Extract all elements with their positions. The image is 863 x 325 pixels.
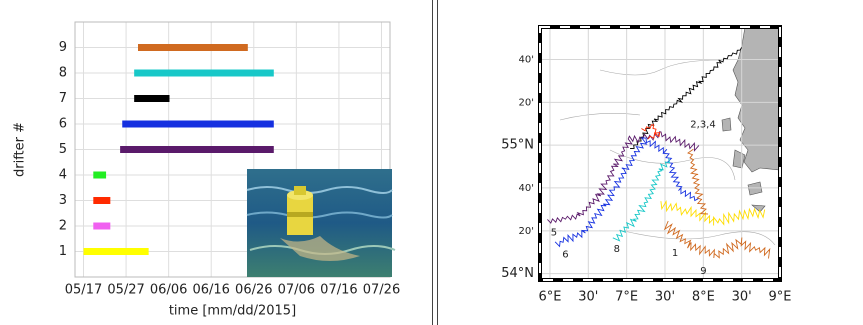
bar bbox=[93, 171, 107, 179]
track-label: 1 bbox=[672, 248, 678, 259]
y-tick-label: 40' bbox=[519, 183, 534, 194]
x-tick-label: 07/16 bbox=[320, 283, 357, 298]
x-axis-label: time [mm/dd/2015] bbox=[169, 304, 296, 319]
y-tick-label: 3 bbox=[59, 193, 67, 208]
land bbox=[732, 26, 781, 173]
x-tick-label: 7°E bbox=[615, 290, 638, 305]
y-tick-label: 40' bbox=[519, 54, 534, 65]
bar bbox=[120, 146, 274, 153]
y-tick-label: 2 bbox=[59, 219, 67, 234]
drifter-track bbox=[687, 148, 709, 215]
plot-frame bbox=[74, 21, 391, 278]
y-tick-label: 9 bbox=[59, 40, 67, 55]
x-tick-label: 30' bbox=[655, 290, 675, 305]
x-tick-label: 06/06 bbox=[150, 283, 187, 298]
y-tick-label: 7 bbox=[59, 91, 67, 106]
x-tick-label: 05/17 bbox=[65, 283, 102, 298]
track-label: 8 bbox=[614, 244, 620, 255]
drifter-track bbox=[663, 220, 771, 259]
y-tick-label: 8 bbox=[59, 66, 67, 81]
x-tick-label: 30' bbox=[578, 290, 598, 305]
x-tick-label: 07/06 bbox=[278, 283, 315, 298]
bar bbox=[122, 120, 274, 128]
bar bbox=[134, 69, 274, 77]
y-tick-label: 5 bbox=[59, 142, 67, 157]
track-label: 6 bbox=[562, 249, 568, 260]
track-label: 2,3,4 bbox=[690, 120, 715, 131]
x-tick-label: 06/16 bbox=[192, 283, 229, 298]
bar bbox=[134, 95, 170, 102]
y-tick-label: 54°N bbox=[501, 266, 534, 281]
track-label: 5 bbox=[551, 227, 557, 238]
x-tick-label: 30' bbox=[732, 290, 752, 305]
depth-contour bbox=[559, 59, 776, 246]
y-tick-label: 20' bbox=[519, 226, 534, 237]
y-tick-label: 4 bbox=[59, 168, 67, 183]
drifter-track bbox=[630, 47, 742, 149]
y-tick-label: 1 bbox=[59, 244, 67, 259]
drifter-track bbox=[641, 124, 661, 140]
x-tick-label: 9°E bbox=[769, 290, 792, 305]
photo bbox=[246, 169, 396, 277]
x-tick-label: 8°E bbox=[692, 290, 715, 305]
drifter-track bbox=[554, 137, 700, 248]
drifter-track bbox=[612, 158, 671, 242]
x-tick-label: 07/26 bbox=[363, 283, 400, 298]
x-tick-label: 06/26 bbox=[235, 283, 272, 298]
drifter-track bbox=[660, 199, 766, 226]
bar bbox=[138, 44, 248, 51]
y-axis-label: drifter # bbox=[13, 122, 28, 177]
bar bbox=[83, 248, 149, 255]
drifter-track bbox=[547, 131, 700, 224]
bar bbox=[93, 197, 111, 204]
bar bbox=[93, 222, 111, 230]
y-tick-label: 55°N bbox=[501, 138, 534, 153]
x-tick-label: 05/27 bbox=[107, 283, 144, 298]
y-tick-label: 6 bbox=[59, 117, 67, 132]
map-frame bbox=[539, 26, 781, 281]
y-tick-label: 20' bbox=[519, 97, 534, 108]
x-tick-label: 6°E bbox=[538, 290, 561, 305]
track-label: 9 bbox=[700, 266, 706, 277]
